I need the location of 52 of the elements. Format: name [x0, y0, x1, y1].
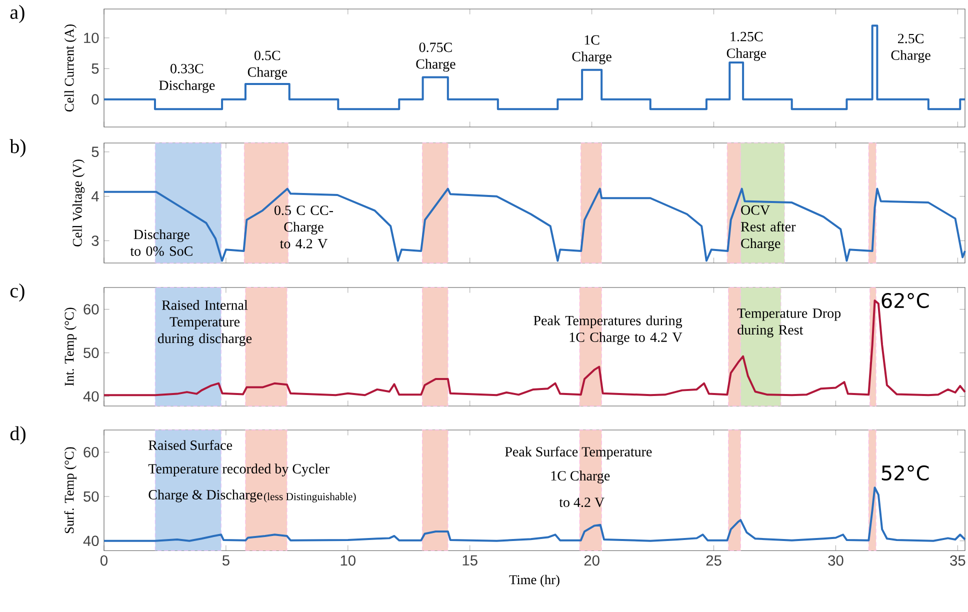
y-tick-label: 5	[92, 146, 99, 158]
y-axis-title: Cell Current (A)	[64, 24, 76, 112]
annotation: OCV Rest after Charge	[740, 205, 796, 251]
annotation: (less Distinguishable)	[264, 492, 356, 502]
y-tick-label: 4	[91, 191, 99, 202]
y-tick-label: 50	[84, 491, 99, 502]
line-series	[103, 188, 966, 262]
y-tick-label: 40	[83, 536, 99, 546]
annotation: Charge & Discharge	[148, 490, 262, 502]
y-axis-title: Int. Temp (°C)	[64, 308, 76, 386]
x-tick-label: 5	[222, 555, 230, 566]
x-tick-label: 30	[828, 555, 844, 566]
x-axis-title: Time (hr)	[509, 574, 560, 587]
annotation: 52°C	[882, 465, 929, 481]
annotation: 2.5C Charge	[891, 34, 930, 63]
annotation: 1C Charge	[551, 470, 610, 484]
annotation: 62°C	[882, 292, 929, 308]
annotation: 0.5C Charge	[248, 50, 288, 80]
y-tick-label: 60	[84, 446, 99, 458]
y-axis-title: Surf. Temp (°C)	[64, 447, 76, 534]
annotation: Raised Surface	[148, 440, 232, 450]
x-tick-label: 0	[100, 555, 108, 566]
x-tick-label: 35	[950, 555, 966, 566]
annotation: Raised Internal Temperature during discharge	[158, 300, 252, 346]
annotation: Peak Surface Temperature	[505, 446, 652, 460]
annotation: Temperature recorded by Cycler	[148, 464, 330, 476]
y-tick-label: 3	[92, 236, 99, 246]
annotation: 1.25C Charge	[726, 32, 766, 61]
y-tick-label: 40	[83, 391, 99, 402]
annotation: 0.5 C CC-Charge to 4.2 V	[274, 206, 333, 248]
x-tick-label: 25	[706, 555, 722, 566]
chart-title: c)	[10, 283, 24, 302]
y-tick-label: 0	[92, 94, 99, 105]
y-tick-label: 60	[84, 304, 99, 314]
y-axis-title: Cell Voltage (V)	[72, 160, 85, 246]
y-tick-label: 5	[92, 64, 99, 74]
annotation: Temperature Drop during Rest	[737, 308, 841, 338]
x-tick-label: 10	[340, 555, 356, 566]
chart-title: a)	[10, 4, 24, 24]
annotation: to 4.2 V	[559, 498, 604, 508]
annotation: Discharge to 0% SoC	[130, 229, 192, 256]
annotation: 0.33C Discharge	[159, 64, 215, 93]
annotation: 1C Charge	[572, 35, 612, 64]
annotation: Peak Temperatures during 1C Charge to 4.2 V	[534, 315, 682, 345]
x-tick-label: 20	[584, 555, 600, 566]
chart-title: d)	[10, 426, 26, 444]
chart-title: b)	[10, 139, 26, 158]
x-tick-label: 15	[462, 555, 478, 566]
annotation: 0.75C Charge	[416, 42, 456, 72]
y-tick-label: 10	[84, 32, 99, 44]
y-tick-label: 50	[84, 348, 99, 358]
line-series	[103, 486, 966, 542]
